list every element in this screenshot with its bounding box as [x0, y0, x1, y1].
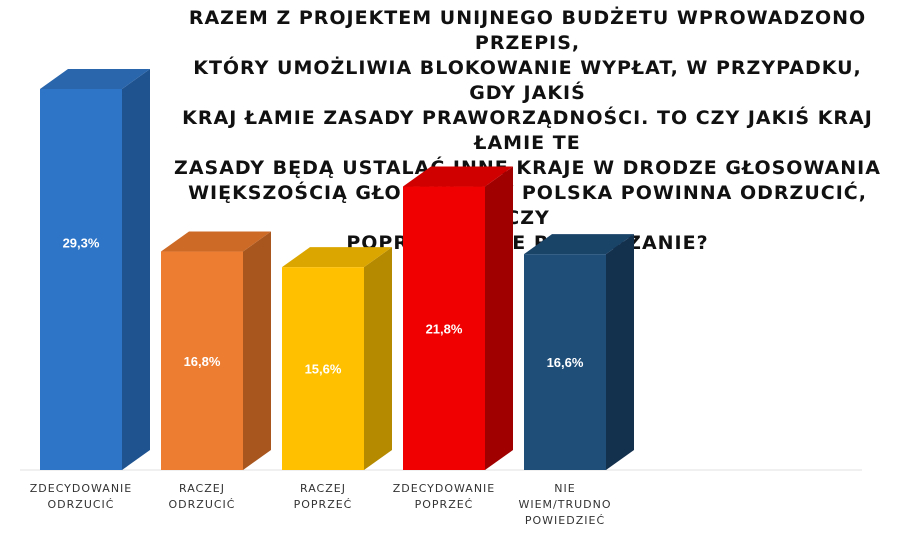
bar-front: [161, 251, 243, 470]
category-label: RACZEJ ODRZUCIĆ: [168, 482, 236, 511]
category-label: RACZEJ POPRZEĆ: [293, 482, 353, 511]
bar-3: 15,6%: [282, 247, 392, 470]
bar-top: [524, 234, 634, 255]
category-label: ZDECYDOWANIE ODRZUCIĆ: [29, 482, 133, 511]
category-label: NIE WIEM/TRUDNO POWIEDZIEĆ: [518, 482, 612, 527]
bar-side: [485, 166, 513, 470]
bar-2: 16,8%: [161, 231, 271, 470]
bar-top: [40, 69, 150, 89]
bar-value-label: 16,8%: [184, 354, 221, 369]
bar-5: 16,6%: [524, 234, 634, 470]
bar-top: [161, 231, 271, 252]
bar-value-label: 21,8%: [426, 321, 463, 336]
bar-front: [524, 254, 606, 470]
bar-1: 29,3%: [40, 69, 150, 470]
bar-top: [282, 247, 392, 268]
bar-front: [40, 89, 122, 470]
bar-4: 21,8%: [403, 166, 513, 470]
category-label: ZDECYDOWANIE POPRZEĆ: [392, 482, 496, 511]
bar-value-label: 29,3%: [63, 236, 100, 251]
bar-top: [403, 166, 513, 187]
bar-side: [122, 69, 150, 470]
bar-front: [403, 186, 485, 470]
bar-front: [282, 267, 364, 470]
bar-side: [364, 247, 392, 470]
bar-side: [243, 231, 271, 470]
bar-value-label: 15,6%: [305, 362, 342, 377]
bar-value-label: 16,6%: [547, 355, 584, 370]
bar-side: [606, 234, 634, 470]
